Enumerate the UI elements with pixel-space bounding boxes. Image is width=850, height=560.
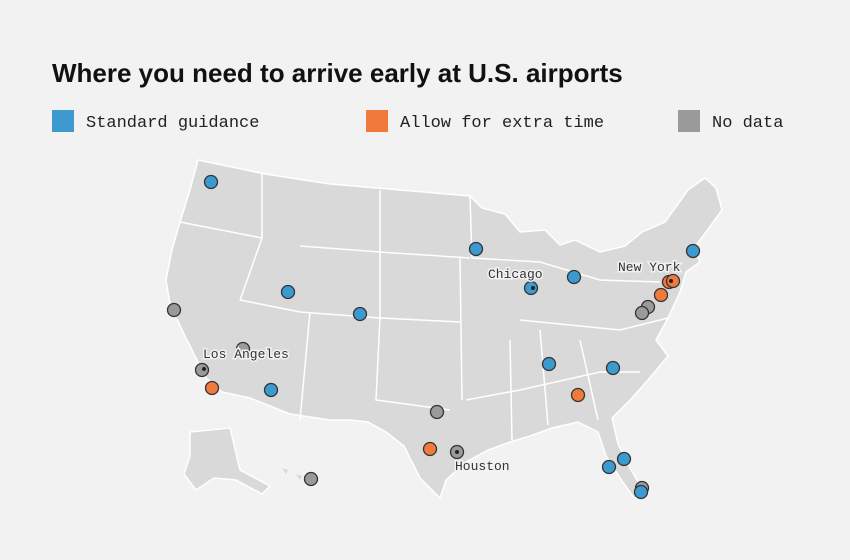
airport — [566, 269, 582, 285]
city-marker — [669, 279, 673, 283]
legend-label: No data — [712, 114, 783, 133]
airport — [633, 484, 649, 500]
airport — [352, 306, 368, 322]
legend-swatch — [366, 110, 388, 132]
airport — [235, 341, 251, 357]
airport — [601, 459, 617, 475]
airport — [541, 356, 557, 372]
hawaii — [282, 468, 302, 480]
airport — [303, 471, 319, 487]
city-marker — [455, 450, 459, 454]
legend: Standard guidance Allow for extra time No … — [52, 110, 783, 133]
city-label: Los Angeles — [203, 347, 289, 362]
airport — [203, 174, 219, 190]
legend-swatch — [52, 110, 74, 132]
map — [165, 159, 723, 500]
airport — [429, 404, 445, 420]
airport — [634, 305, 650, 321]
city-label: Chicago — [488, 267, 543, 282]
city-markers — [202, 279, 673, 454]
city-label: Houston — [455, 459, 510, 474]
airport — [685, 243, 701, 259]
city-marker — [202, 367, 206, 371]
alaska — [183, 427, 272, 495]
legend-label: Standard guidance — [86, 114, 259, 133]
airport — [204, 380, 220, 396]
city-marker — [531, 286, 535, 290]
title: Where you need to arrive early at U.S. a… — [52, 58, 623, 88]
airport — [605, 360, 621, 376]
airport — [468, 241, 484, 257]
legend-label: Allow for extra time — [400, 114, 604, 133]
airport — [194, 362, 210, 378]
legend-swatch — [678, 110, 700, 132]
state-borders — [179, 174, 669, 441]
airport — [422, 441, 438, 457]
airport — [166, 302, 182, 318]
airport — [616, 451, 632, 467]
airport — [280, 284, 296, 300]
airport — [653, 287, 669, 303]
airport — [570, 387, 586, 403]
us-outline — [165, 159, 723, 500]
airports — [166, 174, 701, 500]
airport — [263, 382, 279, 398]
city-label: New York — [618, 260, 681, 275]
